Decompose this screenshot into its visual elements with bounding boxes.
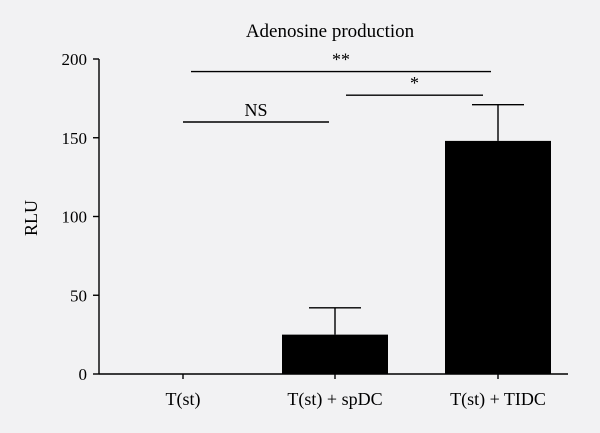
significance-label: **: [332, 50, 350, 70]
y-ticks: 0 50 100 150 200: [62, 50, 99, 384]
y-tick-label: 150: [62, 129, 88, 148]
significance-annotations: NS***: [183, 50, 491, 123]
significance-label: NS: [244, 100, 267, 120]
y-tick-label: 100: [62, 208, 88, 227]
y-tick-label: 200: [62, 50, 88, 69]
x-tick-label: T(st) + TIDC: [450, 389, 546, 410]
chart-title: Adenosine production: [246, 21, 415, 42]
x-tick-labels: T(st) T(st) + spDC T(st) + TIDC: [166, 374, 546, 410]
bar: [282, 334, 388, 374]
x-tick-label: T(st) + spDC: [287, 389, 382, 410]
y-axis-label: RLU: [21, 200, 41, 236]
significance-label: *: [410, 73, 419, 93]
bar: [445, 140, 551, 374]
y-tick-label: 0: [79, 365, 88, 384]
x-tick-label: T(st): [166, 389, 201, 410]
y-tick-label: 50: [70, 286, 87, 305]
bars: [282, 103, 551, 374]
